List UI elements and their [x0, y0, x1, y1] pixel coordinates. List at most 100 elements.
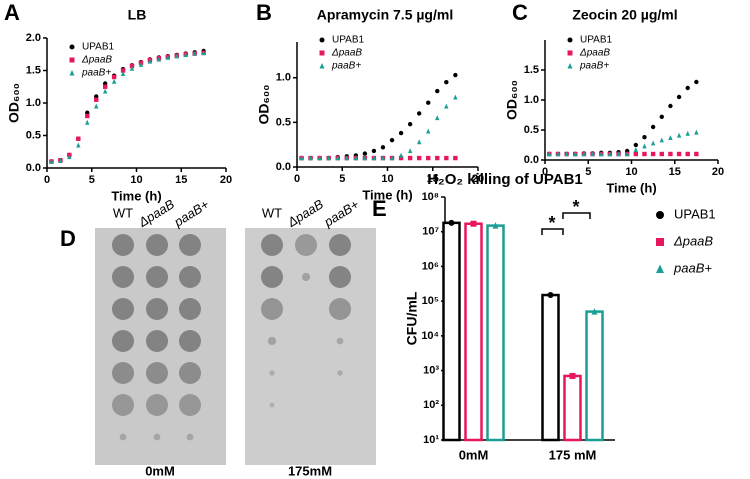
marker [371, 155, 377, 161]
legend-label: paaB+ [579, 61, 609, 72]
plate-label: 0mM [145, 463, 175, 478]
y-tick-label: 10⁶ [422, 260, 439, 272]
marker [69, 57, 75, 63]
spot [269, 402, 275, 408]
spot [261, 266, 283, 288]
marker [599, 151, 604, 157]
y-tick-label: 0.5 [276, 116, 291, 128]
x-tick-label: 15 [427, 173, 439, 185]
y-tick-label: 0.0 [276, 161, 291, 173]
marker [102, 88, 108, 94]
column-label: paaB+ [171, 196, 212, 230]
x-tick-label: 175 mM [549, 447, 597, 462]
y-tick-label: 10³ [423, 364, 439, 376]
marker [569, 372, 576, 379]
spot [112, 298, 134, 320]
marker [362, 151, 368, 156]
marker [85, 119, 90, 125]
marker [470, 220, 477, 227]
marker [407, 121, 413, 127]
spot [146, 266, 168, 288]
marker [547, 151, 552, 157]
marker [398, 152, 404, 158]
marker [633, 147, 639, 152]
marker [380, 145, 386, 150]
marker [344, 155, 349, 161]
x-tick-label: 5 [585, 166, 591, 178]
marker [453, 72, 458, 78]
spot [146, 234, 168, 256]
marker [371, 148, 377, 154]
legend-label: UPAB1 [674, 206, 716, 221]
y-axis-label: OD₆₀₀ [6, 83, 22, 123]
chart-title: Apramycin 7.5 µg/ml [317, 7, 453, 23]
marker [659, 151, 664, 157]
spot [329, 266, 351, 288]
marker [49, 158, 54, 164]
x-axis-label: Time (h) [606, 180, 656, 195]
marker [407, 155, 413, 161]
axis [296, 42, 478, 168]
marker [76, 136, 81, 141]
marker [317, 155, 322, 161]
y-tick-label: 10⁵ [422, 295, 439, 307]
marker [567, 50, 573, 56]
y-tick-label: 10⁸ [422, 191, 439, 203]
marker [694, 129, 699, 135]
marker [426, 128, 431, 134]
marker [650, 140, 656, 146]
marker [590, 151, 595, 157]
marker [67, 154, 72, 160]
marker [58, 158, 63, 164]
chart-title: H₂O₂ killing of UPAB1 [427, 171, 583, 188]
spot [179, 298, 201, 320]
spot [261, 234, 283, 256]
legend-label: ΔpaaB [673, 233, 713, 248]
legend-label: UPAB1 [580, 35, 612, 46]
bar [486, 224, 505, 442]
legend-label: ΔpaaB [579, 48, 610, 59]
marker [362, 155, 368, 161]
marker [192, 50, 197, 56]
spot [119, 433, 127, 441]
plate-label: 175mM [288, 463, 332, 478]
annotation: * [548, 213, 555, 233]
marker [567, 63, 573, 69]
marker [69, 70, 75, 76]
y-tick-label: 10⁷ [422, 226, 439, 238]
spot [112, 266, 134, 288]
marker [201, 50, 206, 56]
spot [153, 433, 161, 441]
y-tick-label: 1.0 [26, 97, 41, 109]
marker [85, 113, 90, 119]
annotation: * [572, 197, 579, 217]
legend-label: paaB+ [81, 68, 111, 79]
y-tick-label: 2.0 [26, 32, 41, 44]
bracket [562, 212, 591, 219]
x-tick-label: 20 [712, 166, 724, 178]
y-tick-label: 0.0 [524, 154, 539, 166]
spot [261, 298, 283, 320]
marker [174, 53, 179, 59]
marker [444, 79, 449, 85]
y-tick-label: 10¹ [423, 434, 439, 446]
marker [299, 155, 304, 161]
marker [564, 151, 569, 157]
marker [685, 130, 690, 136]
marker [642, 151, 647, 157]
x-axis-label: Time (h) [362, 187, 412, 202]
marker [308, 155, 313, 161]
x-tick-label: 0mM [459, 447, 489, 462]
marker [398, 130, 404, 136]
bracket [541, 228, 564, 235]
spots [112, 234, 351, 441]
marker [165, 54, 171, 60]
y-tick-label: 1.0 [276, 72, 291, 84]
marker [676, 132, 682, 138]
y-axis-label: CFU/mL [404, 291, 420, 345]
spot [146, 362, 168, 384]
y-tick-label: 10⁴ [421, 330, 439, 342]
marker [607, 151, 613, 157]
marker [76, 142, 81, 148]
marker [453, 155, 458, 161]
